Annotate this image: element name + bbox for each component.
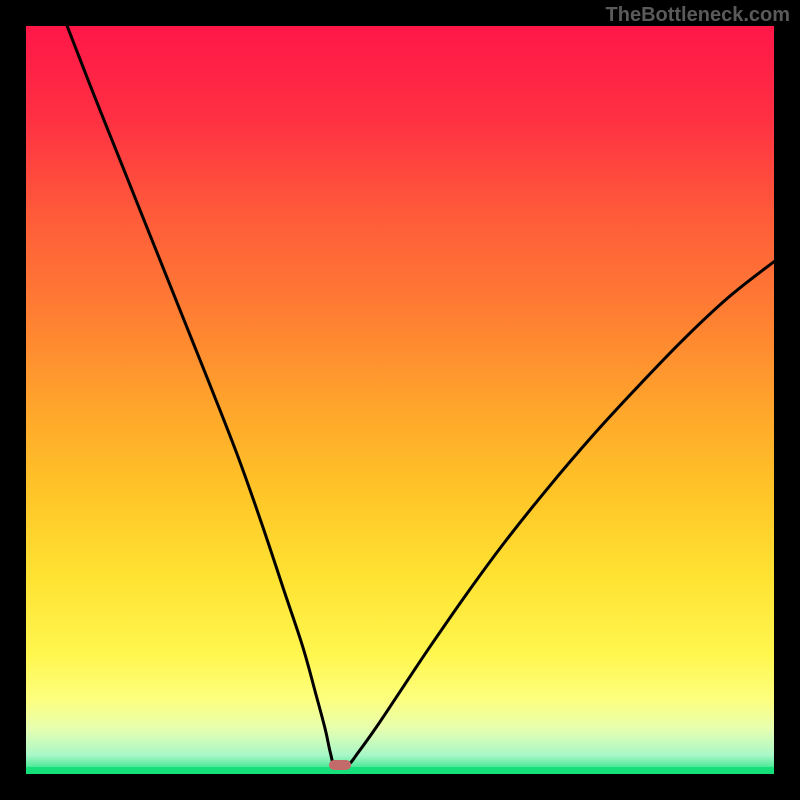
curve-svg (26, 26, 774, 774)
vertex-marker (329, 760, 351, 770)
chart-frame: TheBottleneck.com (0, 0, 800, 800)
plot-area (26, 26, 774, 774)
watermark-text: TheBottleneck.com (606, 4, 790, 27)
bottleneck-curve (67, 26, 774, 767)
